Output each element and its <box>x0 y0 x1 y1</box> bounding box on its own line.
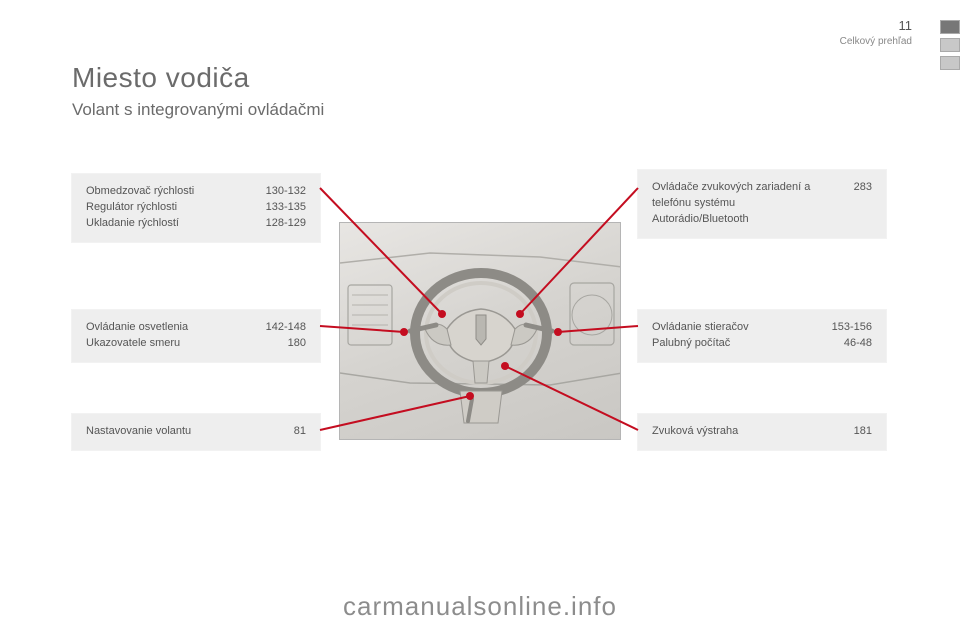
callout-pages: 181 <box>854 424 872 440</box>
callout-pages: 128-129 <box>266 216 306 232</box>
page-subtitle: Volant s integrovanými ovládačmi <box>72 100 324 120</box>
callout-label: Nastavovanie volantu <box>86 424 270 440</box>
callout-row: Palubný počítač 46-48 <box>652 336 872 352</box>
callout-label: Regulátor rýchlosti <box>86 200 242 216</box>
callout-row: Ovládanie stieračov 153-156 <box>652 320 872 336</box>
side-tab <box>940 38 960 52</box>
callout-mid_right: Ovládanie stieračov153-156Palubný počíta… <box>638 310 886 362</box>
side-tab <box>940 20 960 34</box>
callout-label: Ukazovatele smeru <box>86 336 264 352</box>
callout-top_right: Ovládače zvukových zariadení a telefónu … <box>638 170 886 238</box>
callout-pages: 283 <box>854 180 872 228</box>
callout-pages: 130-132 <box>266 184 306 200</box>
callout-label: Ovládanie stieračov <box>652 320 808 336</box>
side-tabs <box>940 20 960 70</box>
callout-pages: 81 <box>294 424 306 440</box>
callout-row: Regulátor rýchlosti 133-135 <box>86 200 306 216</box>
watermark: carmanualsonline.info <box>343 591 617 622</box>
callout-bot_left: Nastavovanie volantu 81 <box>72 414 320 450</box>
callout-label: Obmedzovač rýchlosti <box>86 184 242 200</box>
callout-label: Ukladanie rýchlostí <box>86 216 242 232</box>
callout-label: Palubný počítač <box>652 336 820 352</box>
callout-pages: 142-148 <box>266 320 306 336</box>
dashboard-illustration <box>339 222 621 440</box>
page-number: 11 <box>899 18 913 33</box>
callout-row: Ovládače zvukových zariadení a telefónu … <box>652 180 872 228</box>
callout-top_left: Obmedzovač rýchlosti130-132Regulátor rýc… <box>72 174 320 242</box>
callout-pages: 153-156 <box>832 320 872 336</box>
page-title: Miesto vodiča <box>72 62 250 94</box>
callout-row: Ukazovatele smeru 180 <box>86 336 306 352</box>
callout-pages: 46-48 <box>844 336 872 352</box>
callout-pages: 180 <box>288 336 306 352</box>
callout-row: Zvuková výstraha 181 <box>652 424 872 440</box>
callout-pages: 133-135 <box>266 200 306 216</box>
callout-row: Ovládanie osvetlenia 142-148 <box>86 320 306 336</box>
callout-row: Nastavovanie volantu 81 <box>86 424 306 440</box>
callout-row: Obmedzovač rýchlosti 130-132 <box>86 184 306 200</box>
callout-label: Ovládanie osvetlenia <box>86 320 242 336</box>
side-tab <box>940 56 960 70</box>
callout-label: Ovládače zvukových zariadení a telefónu … <box>652 180 830 228</box>
callout-mid_left: Ovládanie osvetlenia 142-148Ukazovatele s… <box>72 310 320 362</box>
section-label: Celkový prehľad <box>840 36 912 47</box>
callout-bot_right: Zvuková výstraha 181 <box>638 414 886 450</box>
callout-row: Ukladanie rýchlostí 128-129 <box>86 216 306 232</box>
callout-label: Zvuková výstraha <box>652 424 830 440</box>
